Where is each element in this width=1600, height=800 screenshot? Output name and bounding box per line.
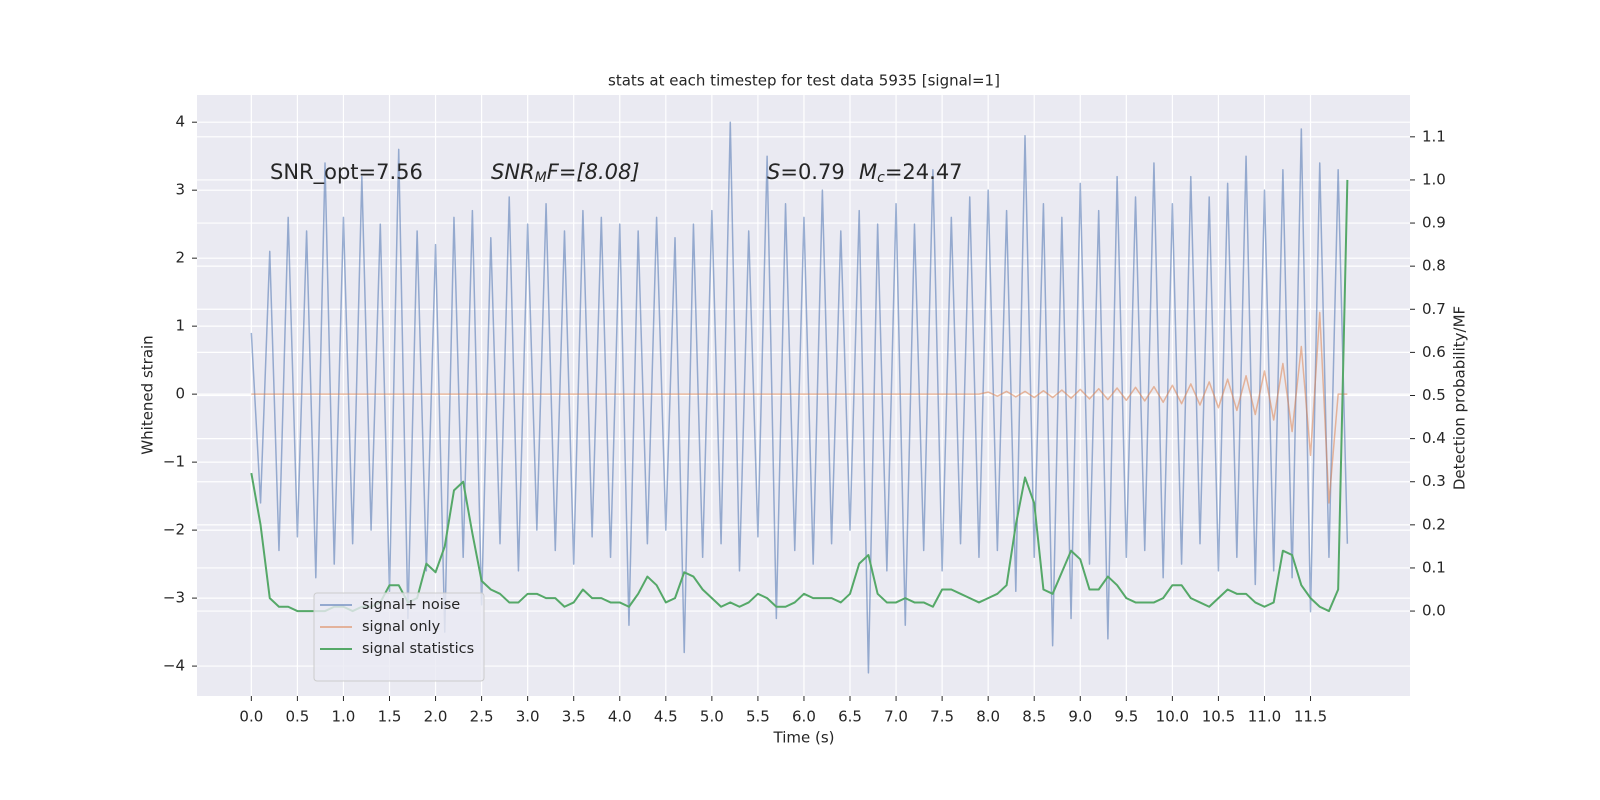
series-line (251, 311, 1348, 504)
x-tick-label: 10.0 (1156, 708, 1189, 726)
y2-tick-label: 1.0 (1422, 170, 1446, 188)
y-tick-label: −1 (163, 453, 185, 471)
x-tick-label: 4.5 (654, 708, 678, 726)
annotation-part: S (767, 160, 780, 184)
y-tick-label: −2 (163, 521, 185, 539)
y2-tick-label: 0.3 (1422, 472, 1446, 490)
x-tick-label: 5.0 (700, 708, 724, 726)
x-tick-label: 3.5 (562, 708, 586, 726)
y2-tick-label: 0.6 (1422, 343, 1446, 361)
legend-label: signal statistics (362, 641, 474, 657)
y2-tick-label: 1.1 (1422, 127, 1446, 145)
y-tick-label: −4 (163, 657, 185, 675)
x-tick-label: 8.5 (1022, 708, 1046, 726)
x-tick-label: 9.5 (1114, 708, 1138, 726)
legend-label: signal only (362, 619, 441, 635)
x-tick-label: 4.0 (608, 708, 632, 726)
x-tick-label: 1.0 (332, 708, 356, 726)
x-tick-label: 0.0 (239, 708, 263, 726)
x-tick-label: 3.0 (516, 708, 540, 726)
x-tick-label: 6.5 (838, 708, 862, 726)
annotation-part: =0.79 (780, 160, 844, 184)
x-tick-label: 11.5 (1294, 708, 1327, 726)
y-tick-label: 3 (175, 181, 185, 199)
x-tick-label: 7.5 (930, 708, 954, 726)
annotation-part: c (877, 170, 885, 186)
x-tick-label: 5.5 (746, 708, 770, 726)
x-tick-label: 9.0 (1068, 708, 1092, 726)
series-line (250, 121, 1349, 674)
y-tick-label: 1 (175, 317, 185, 335)
y-tick-label: 2 (175, 249, 185, 267)
x-tick-label: 10.5 (1202, 708, 1235, 726)
annotation: SNR_opt=7.56 (270, 160, 423, 185)
y-tick-label: 4 (175, 113, 185, 131)
y2-tick-label: 0.7 (1422, 300, 1446, 318)
y2-tick-label: 0.2 (1422, 515, 1446, 533)
x-tick-label: 8.0 (976, 708, 1000, 726)
y2-tick-label: 0.1 (1422, 558, 1446, 576)
legend: signal+ noise signal only signal statistic… (313, 592, 485, 682)
annotation-part: =24.47 (885, 160, 963, 184)
y-tick-label: −3 (163, 589, 185, 607)
y2-tick-label: 0.5 (1422, 386, 1446, 404)
annotation: Mc=24.47 (859, 160, 963, 186)
annotation-part: M (535, 170, 547, 186)
x-tick-label: 11.0 (1248, 708, 1281, 726)
legend-box (313, 592, 485, 682)
y2-tick-label: 0.9 (1422, 214, 1446, 232)
annotation: S=0.79 (767, 160, 845, 184)
annotation-part: M (859, 160, 877, 184)
x-axis-label: Time (s) (773, 729, 835, 747)
x-tick-label: 6.0 (792, 708, 816, 726)
y-axis-label: Whitened strain (139, 335, 157, 454)
x-tick-label: 2.0 (424, 708, 448, 726)
chart-title: stats at each timestep for test data 593… (608, 72, 1000, 90)
y2-axis-label: Detection probability/MF (1451, 306, 1469, 490)
series-line (250, 179, 1349, 613)
x-tick-label: 1.5 (378, 708, 402, 726)
y-tick-label: 0 (175, 385, 185, 403)
y2-tick-label: 0.8 (1422, 257, 1446, 275)
annotation-part: SNR (491, 160, 535, 184)
annotation: SNRMF=[8.08] (491, 160, 640, 186)
x-tick-label: 7.0 (884, 708, 908, 726)
x-tick-label: 0.5 (285, 708, 309, 726)
y2-tick-label: 0.4 (1422, 429, 1446, 447)
y2-tick-label: 0.0 (1422, 602, 1446, 620)
x-tick-label: 2.5 (470, 708, 494, 726)
annotation-part: F=[8.08] (547, 160, 640, 184)
legend-label: signal+ noise (362, 597, 460, 613)
marks (250, 121, 1349, 674)
